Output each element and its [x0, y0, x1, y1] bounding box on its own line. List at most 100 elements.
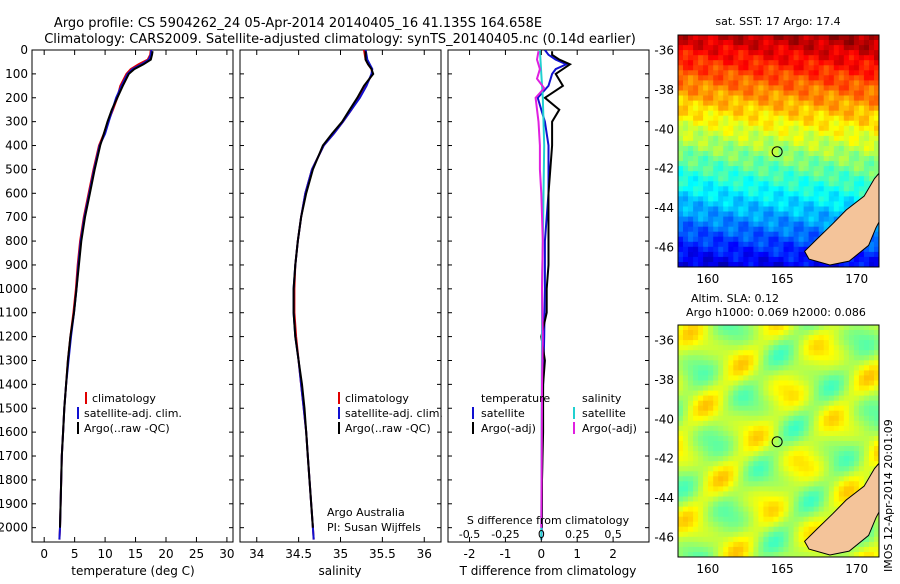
map-cell: [768, 446, 775, 452]
map-cell: [738, 251, 744, 258]
ytick-label: -44: [654, 491, 674, 505]
map-cell: [778, 365, 785, 371]
map-cell: [803, 436, 810, 442]
map-cell: [783, 405, 790, 412]
map-cell: [683, 335, 689, 341]
map-cell: [823, 191, 830, 197]
map-cell: [748, 446, 754, 452]
map-cell: [698, 55, 704, 61]
map-cell: [869, 410, 875, 417]
map-cell: [838, 70, 845, 76]
map-cell: [678, 211, 684, 218]
map-cell: [863, 536, 870, 543]
map-cell: [858, 130, 865, 137]
map-cell: [828, 436, 835, 442]
map-cell: [718, 446, 724, 452]
map-cell: [803, 80, 810, 86]
map-cell: [798, 246, 805, 253]
map-cell: [803, 405, 810, 412]
map-cell: [798, 211, 805, 218]
map-cell: [848, 335, 855, 341]
map-cell: [833, 436, 840, 442]
map-cell: [803, 45, 810, 51]
map-cell: [803, 65, 810, 71]
map-cell: [838, 365, 845, 371]
map-cell: [738, 380, 744, 387]
map-cell: [683, 246, 689, 253]
map-cell: [803, 50, 810, 56]
map-cell: [853, 90, 860, 97]
map-cell: [838, 425, 845, 432]
map-cell: [758, 335, 764, 341]
map-cell: [803, 476, 810, 482]
map-cell: [768, 140, 775, 147]
map-cell: [763, 456, 769, 462]
map-cell: [828, 161, 835, 167]
map-cell: [748, 35, 754, 41]
map-cell: [833, 151, 840, 157]
map-cell: [718, 55, 724, 61]
map-cell: [738, 35, 744, 41]
map-cell: [763, 246, 769, 253]
map-cell: [683, 476, 689, 482]
map-cell: [758, 95, 764, 102]
map-cell: [728, 80, 734, 86]
map-cell: [743, 451, 749, 457]
map-cell: [848, 45, 855, 51]
map-cell: [723, 340, 729, 346]
map-cell: [803, 491, 810, 497]
map-cell: [838, 325, 845, 331]
map-cell: [688, 335, 694, 341]
map-cell: [788, 380, 795, 387]
map-cell: [728, 221, 734, 228]
map-cell: [838, 80, 845, 86]
map-cell: [833, 451, 840, 457]
map-cell: [723, 135, 729, 142]
map-cell: [788, 216, 795, 223]
map-cell: [718, 115, 724, 122]
map-cell: [853, 380, 860, 387]
map-cell: [773, 211, 780, 218]
map-cell: [818, 105, 825, 112]
map-cell: [803, 206, 810, 213]
map-cell: [773, 466, 780, 472]
map-cell: [683, 511, 689, 518]
map-cell: [698, 425, 704, 432]
map-cell: [863, 541, 870, 548]
map-cell: [698, 256, 704, 263]
map-cell: [748, 211, 754, 218]
map-cell: [773, 395, 780, 402]
map-cell: [733, 516, 739, 523]
map-cell: [808, 262, 815, 267]
map-cell: [838, 436, 845, 442]
map-cell: [808, 125, 815, 132]
map-cell: [708, 216, 714, 223]
map-cell: [874, 40, 879, 46]
map-cell: [858, 360, 865, 366]
map-cell: [813, 226, 820, 233]
map-cell: [838, 345, 845, 351]
map-cell: [848, 385, 855, 392]
map-cell: [843, 140, 850, 147]
map-cell: [708, 466, 714, 472]
map-cell: [778, 135, 785, 142]
xtick2-label: 0.5: [604, 528, 622, 541]
map-cell: [728, 191, 734, 197]
map-cell: [708, 55, 714, 61]
map-cell: [683, 100, 689, 107]
map-cell: [688, 521, 694, 528]
map-cell: [783, 441, 790, 447]
map-cell: [793, 461, 800, 467]
map-cell: [813, 456, 820, 462]
map-cell: [853, 95, 860, 102]
map-cell: [783, 385, 790, 392]
map-cell: [763, 486, 769, 492]
map-cell: [693, 231, 699, 238]
map-cell: [743, 70, 749, 76]
map-cell: [713, 365, 719, 371]
ytick-label: 500: [5, 162, 28, 176]
map-cell: [678, 246, 684, 253]
map-cell: [778, 521, 785, 528]
map-cell: [828, 350, 835, 356]
map-cell: [738, 196, 744, 202]
